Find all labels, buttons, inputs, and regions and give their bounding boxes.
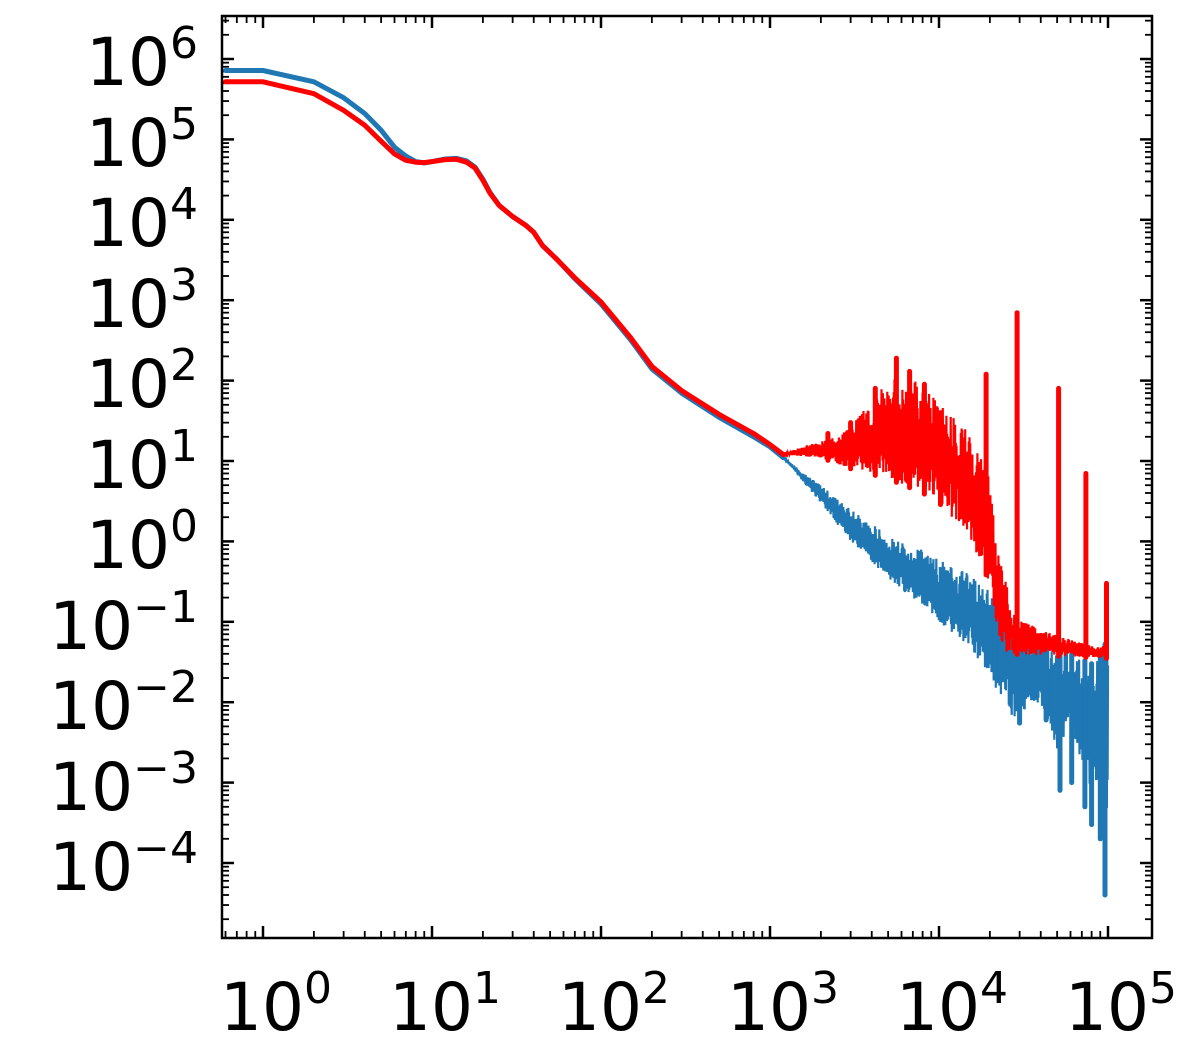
x-tick-label-1e2: 102 bbox=[558, 963, 670, 1046]
x-tick-label-1e4: 104 bbox=[896, 963, 1008, 1046]
plot-area bbox=[222, 16, 1152, 938]
series-1-oscillation bbox=[783, 379, 1110, 659]
y-tick-label-1e1: 101 bbox=[86, 421, 198, 504]
series-layer bbox=[223, 68, 1110, 898]
y-tick-label-1e6: 106 bbox=[86, 18, 198, 101]
series-1-line bbox=[223, 79, 786, 458]
series-0-oscillation bbox=[782, 456, 1110, 841]
y-tick-label-1e-4: 10−4 bbox=[49, 823, 198, 906]
y-tick-label-1e2: 102 bbox=[86, 340, 198, 423]
x-tick-label-1e0: 100 bbox=[220, 963, 332, 1046]
major-ticks bbox=[222, 16, 1152, 938]
x-tick-label-1e3: 103 bbox=[727, 963, 839, 1046]
y-tick-labels: 106 105 104 103 102 101 100 10−1 10−2 10… bbox=[49, 18, 198, 906]
series-red bbox=[223, 79, 1110, 661]
y-tick-label-1e-1: 10−1 bbox=[49, 582, 198, 665]
y-tick-label-1e5: 105 bbox=[86, 99, 198, 182]
y-tick-label-1e3: 103 bbox=[86, 260, 198, 343]
x-tick-label-1e5: 105 bbox=[1065, 963, 1177, 1046]
y-tick-label-1e-3: 10−3 bbox=[49, 743, 198, 826]
y-tick-label-1e-2: 10−2 bbox=[49, 662, 198, 745]
x-tick-label-1e1: 101 bbox=[389, 963, 501, 1046]
y-tick-label-1e4: 104 bbox=[86, 179, 198, 262]
y-tick-label-1e0: 100 bbox=[86, 501, 198, 584]
x-tick-labels: 100 101 102 103 104 105 bbox=[220, 963, 1177, 1046]
plot-frame bbox=[220, 14, 1154, 940]
